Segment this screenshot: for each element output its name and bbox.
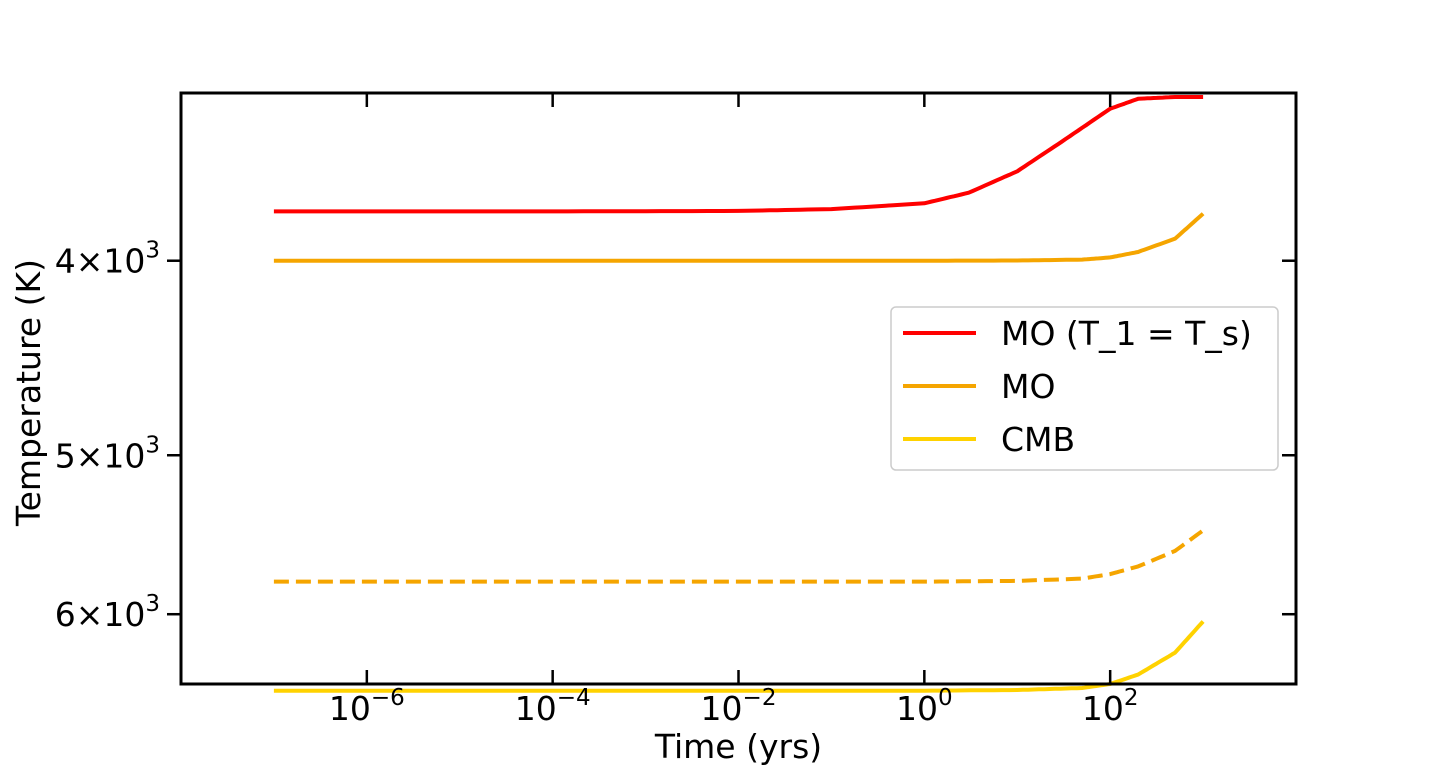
x-tick-label: 10−4: [515, 685, 591, 728]
legend-entry: CMB: [1001, 420, 1075, 459]
series-line-dashed-3: [273, 528, 1205, 584]
legend-box: [890, 306, 1279, 471]
legend-entry: MO: [1001, 367, 1055, 406]
y-tick-label: 4×103: [55, 238, 160, 281]
x-axis-label: Time (yrs): [654, 727, 822, 766]
legend: MO (T_1 = T_s) MO CMB: [890, 306, 1279, 471]
x-tick-label: 10−2: [701, 685, 777, 728]
y-tick-labels: 4×103 5×103 6×103: [55, 238, 160, 634]
x-tick-label: 10−6: [329, 685, 405, 728]
series-line-cmb: [273, 620, 1205, 693]
x-tick-label: 102: [1082, 685, 1139, 728]
x-tick-label: 100: [896, 685, 953, 728]
plot-lines: [273, 95, 1205, 693]
y-tick-label: 6×103: [55, 591, 160, 634]
tick-marks: [167, 93, 1296, 684]
legend-entry: MO (T_1 = T_s): [1001, 314, 1252, 353]
y-axis-label: Temperature (K): [9, 259, 48, 527]
axes-frame: [179, 91, 1298, 686]
y-tick-label: 5×103: [55, 432, 160, 475]
series-line-mo-t-1-t-s: [273, 95, 1204, 214]
series-line-mo: [273, 212, 1205, 263]
x-tick-labels: 10−6 10−4 10−2 100 102: [329, 685, 1139, 728]
